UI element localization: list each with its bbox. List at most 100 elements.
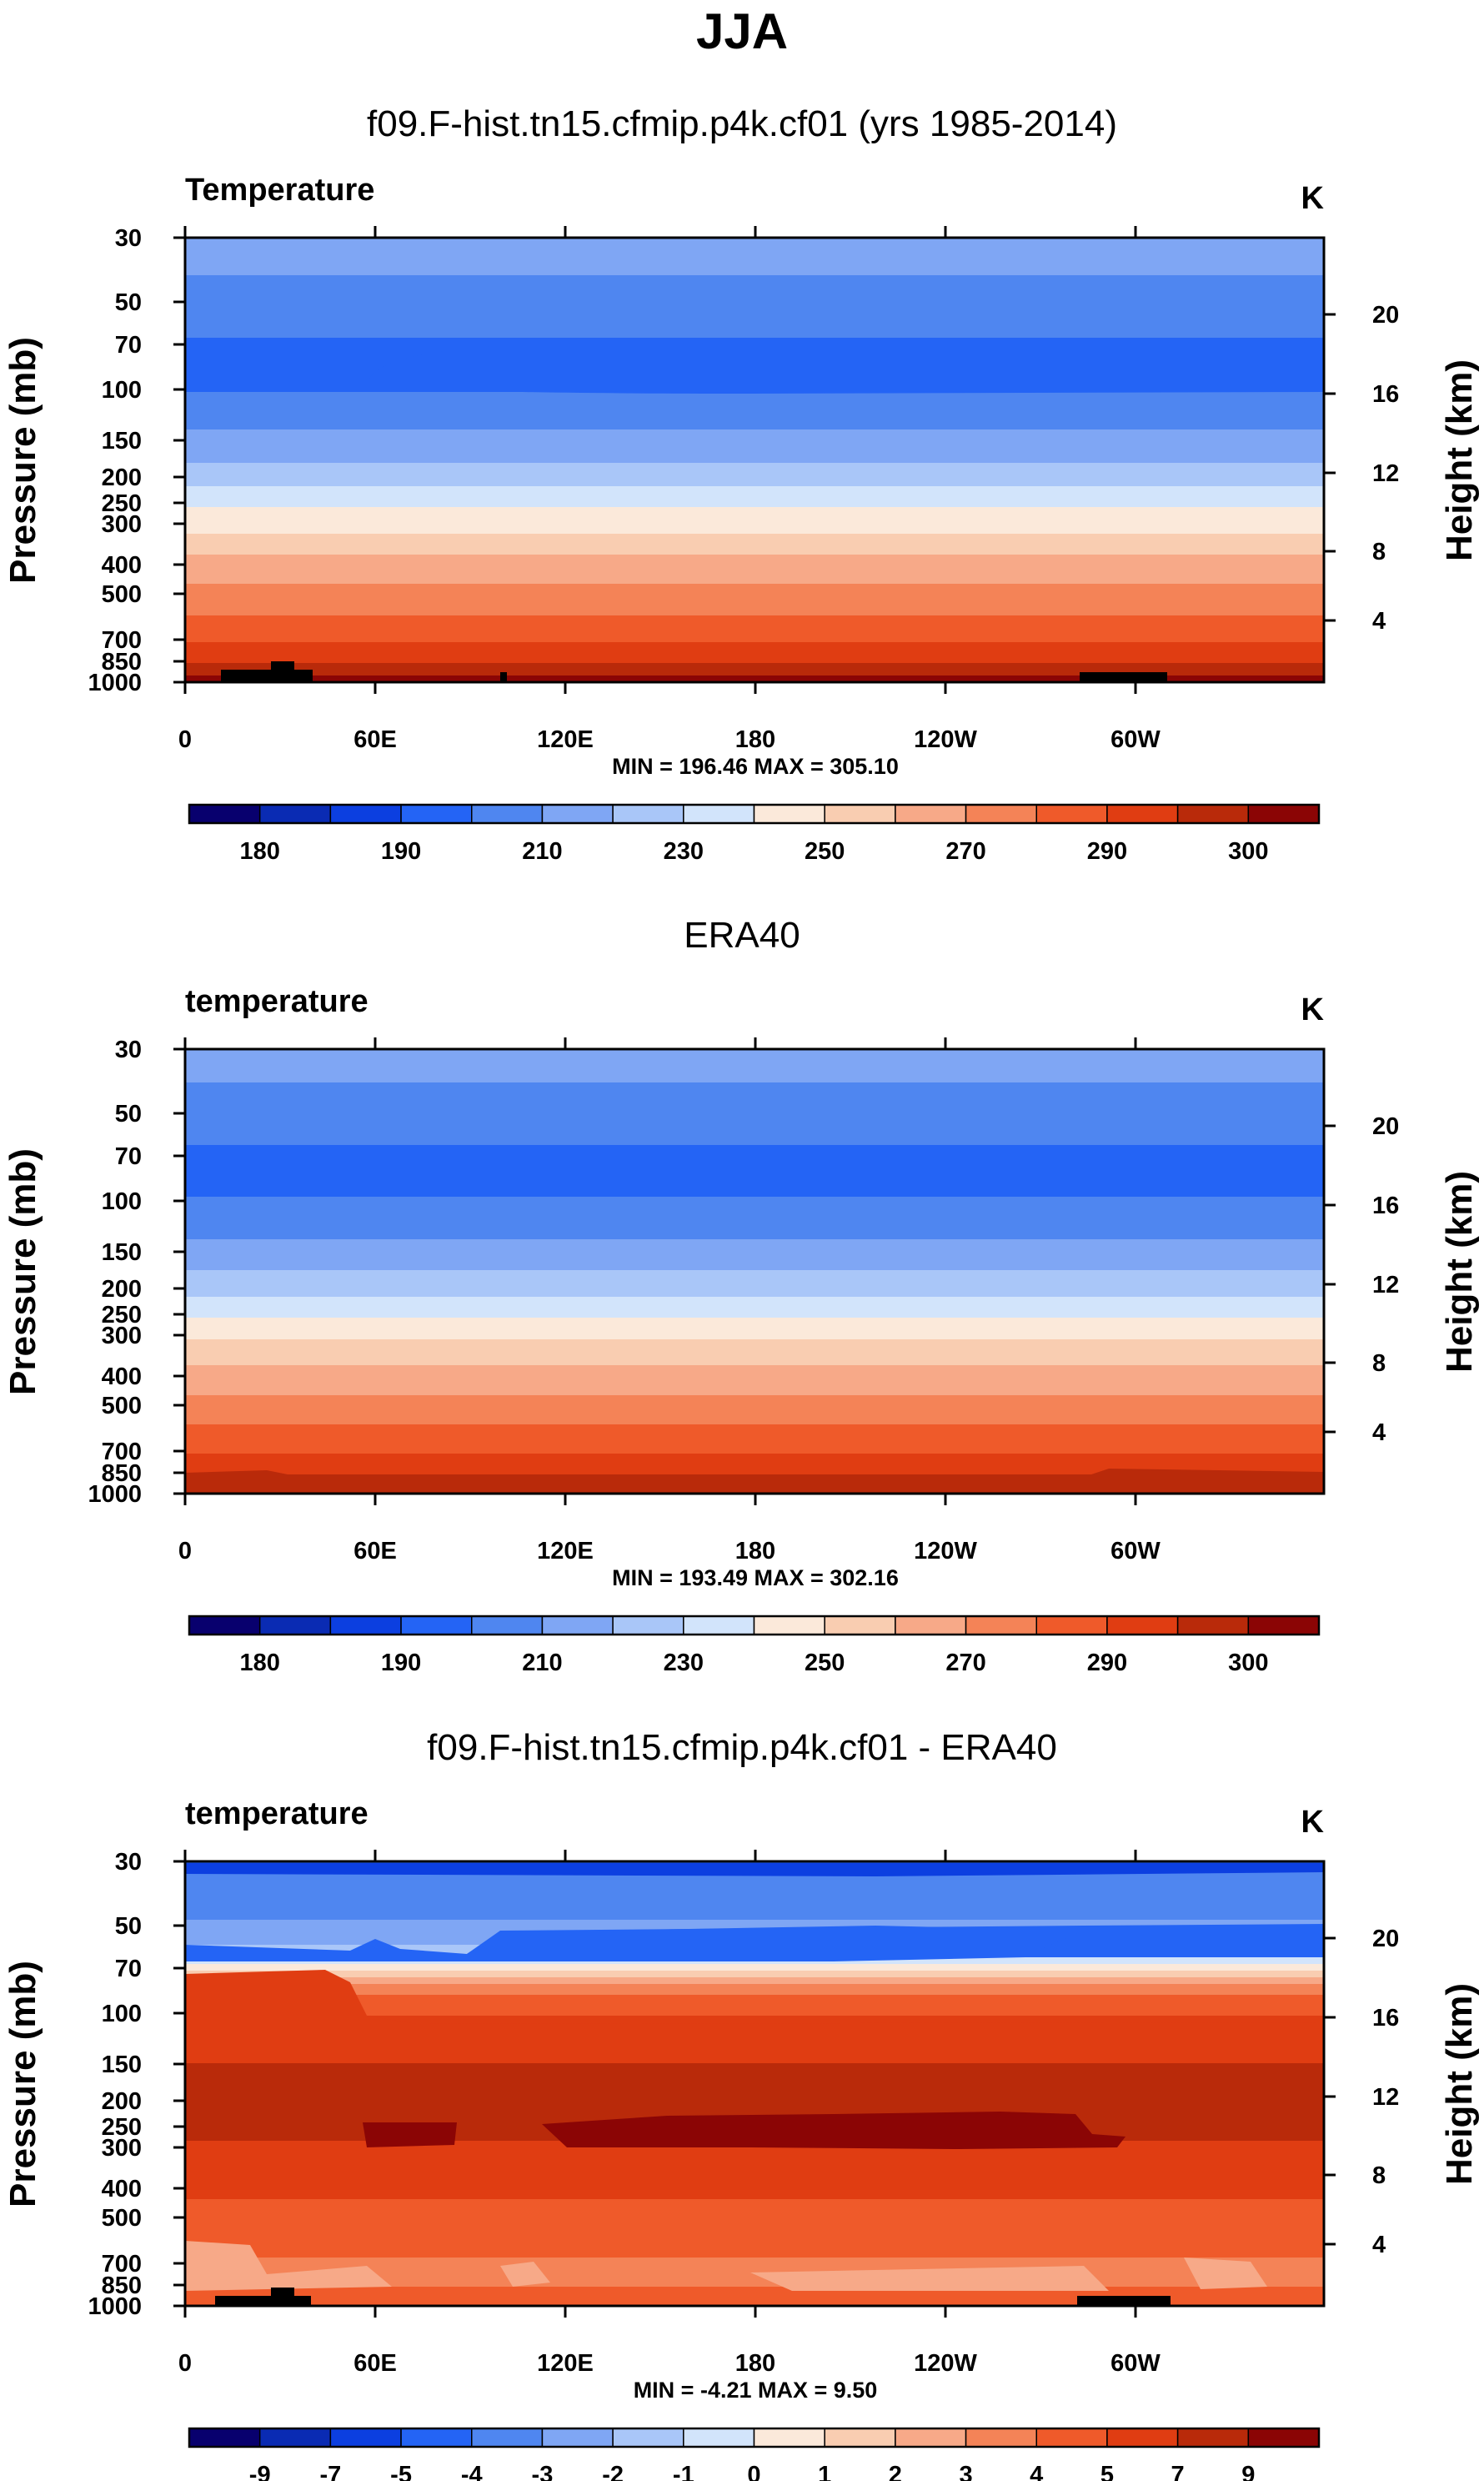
land-mask [1080, 672, 1167, 682]
pressure-tick-label: 100 [102, 1188, 142, 1215]
pressure-tick-label: 150 [102, 1239, 142, 1266]
x-tick-label: 120W [914, 726, 977, 753]
y-axis-title: Pressure (mb) [3, 337, 43, 584]
unit-label: K [1301, 1805, 1325, 1840]
colorbar-label: 250 [805, 838, 845, 865]
colorbar-swatch [895, 1615, 967, 1635]
colorbar-label: 250 [805, 1650, 845, 1676]
y-axis-title: Pressure (mb) [3, 1148, 43, 1395]
variable-label: temperature [185, 1796, 368, 1831]
y-axis-title: Pressure (mb) [3, 1961, 43, 2207]
x-tick-label: 60E [353, 2350, 397, 2377]
contour-fill [185, 1861, 1324, 2306]
contour-band [185, 1145, 1324, 1197]
contour-band [185, 1863, 1324, 1876]
colorbar-swatch [683, 1615, 755, 1635]
contour-band [750, 2266, 1109, 2291]
contour-band [185, 507, 1324, 534]
x-tick-label: 120E [537, 726, 594, 753]
height-tick-label: 4 [1372, 2232, 1386, 2258]
land-mask [1077, 2296, 1171, 2306]
colorbar-swatch [329, 2428, 402, 2448]
pressure-tick-label: 500 [102, 1393, 142, 1419]
pressure-tick-label: 70 [115, 332, 142, 359]
colorbar-swatch [965, 2428, 1037, 2448]
x-tick-label: 60E [353, 726, 397, 753]
colorbar-label: 230 [664, 1650, 704, 1676]
contour-band [185, 1970, 1324, 2063]
contour-band [185, 1339, 1324, 1365]
contour-band [185, 584, 1324, 615]
x-tick-label: 60W [1110, 1538, 1161, 1564]
contour-band [467, 1926, 1084, 1956]
contour-band [185, 1964, 1324, 1971]
x-tick-label: 60E [353, 1538, 397, 1564]
height-tick-label: 8 [1372, 539, 1386, 565]
pressure-tick-label: 300 [102, 2135, 142, 2162]
contour-band [185, 338, 333, 390]
variable-label: temperature [185, 984, 368, 1019]
pressure-tick-label: 100 [102, 377, 142, 404]
contour-band [1184, 2258, 1267, 2289]
x-tick-label: 0 [178, 2350, 192, 2377]
colorbar-swatch [400, 2428, 473, 2448]
pressure-tick-label: 200 [102, 1276, 142, 1303]
colorbar-swatch [1106, 1615, 1179, 1635]
colorbar-label: 7 [1171, 2462, 1185, 2481]
colorbar-label: 210 [522, 1650, 562, 1676]
contour-band [185, 429, 1324, 463]
contour-band [185, 1971, 1324, 1977]
colorbar-swatch [471, 1615, 544, 1635]
x-tick-label: 180 [735, 1538, 775, 1564]
land-mask [271, 2288, 294, 2298]
colorbar: 180 190 210 230 250 270 290 300 [188, 1615, 1321, 1676]
colorbar-label: 210 [522, 838, 562, 865]
variable-label: Temperature [185, 173, 374, 208]
colorbar-swatch [1106, 804, 1179, 824]
height-tick-label: 12 [1372, 1272, 1399, 1298]
colorbar-frame [188, 803, 1321, 825]
x-tick-label: 120E [537, 1538, 594, 1564]
contour-band [185, 1049, 1324, 1082]
colorbar-label: 180 [239, 1650, 279, 1676]
colorbar-swatch [612, 1615, 684, 1635]
colorbar-swatch [1247, 804, 1320, 824]
panel-1: f09.F-hist.tn15.cfmip.p4k.cf01 (yrs 1985… [3, 103, 1480, 865]
colorbar-label: -7 [319, 2462, 341, 2481]
min-max-label: MIN = 196.46 MAX = 305.10 [612, 754, 899, 779]
colorbar-swatch [1035, 1615, 1108, 1635]
pressure-tick-label: 70 [115, 1956, 142, 1982]
panel-title: ERA40 [684, 915, 800, 956]
height-tick-label: 20 [1372, 1926, 1399, 1952]
pressure-tick-label: 400 [102, 2176, 142, 2202]
height-tick-label: 4 [1372, 1419, 1386, 1446]
contour-band [185, 2241, 392, 2291]
colorbar-label: 270 [945, 1650, 985, 1676]
colorbar-swatch [824, 804, 896, 824]
colorbar-swatch [329, 1615, 402, 1635]
pressure-tick-label: 30 [115, 1849, 142, 1876]
pressure-tick-label: 150 [102, 428, 142, 455]
contour-fill [185, 238, 1324, 682]
colorbar-label: 3 [959, 2462, 972, 2481]
colorbar-swatch [1035, 2428, 1108, 2448]
contour-fill [185, 1049, 1324, 1494]
pressure-tick-label: 850 [102, 2273, 142, 2299]
pressure-tick-label: 400 [102, 552, 142, 579]
unit-label: K [1301, 181, 1325, 216]
colorbar-label: 2 [889, 2462, 902, 2481]
contour-band [185, 486, 1324, 507]
panel-title: f09.F-hist.tn15.cfmip.p4k.cf01 (yrs 1985… [367, 103, 1117, 144]
colorbar-swatch [683, 2428, 755, 2448]
contour-band [185, 1469, 1324, 1494]
min-max-label: MIN = 193.49 MAX = 302.16 [612, 1565, 899, 1590]
colorbar-swatch [1247, 2428, 1320, 2448]
contour-band [185, 555, 1324, 584]
pressure-tick-label: 1000 [88, 1481, 142, 1508]
pressure-tick-label: 700 [102, 1439, 142, 1465]
contour-band [185, 1318, 1324, 1339]
colorbar-label: -9 [249, 2462, 271, 2481]
colorbar-label: 4 [1030, 2462, 1043, 2481]
height-tick-label: 12 [1372, 2084, 1399, 2111]
